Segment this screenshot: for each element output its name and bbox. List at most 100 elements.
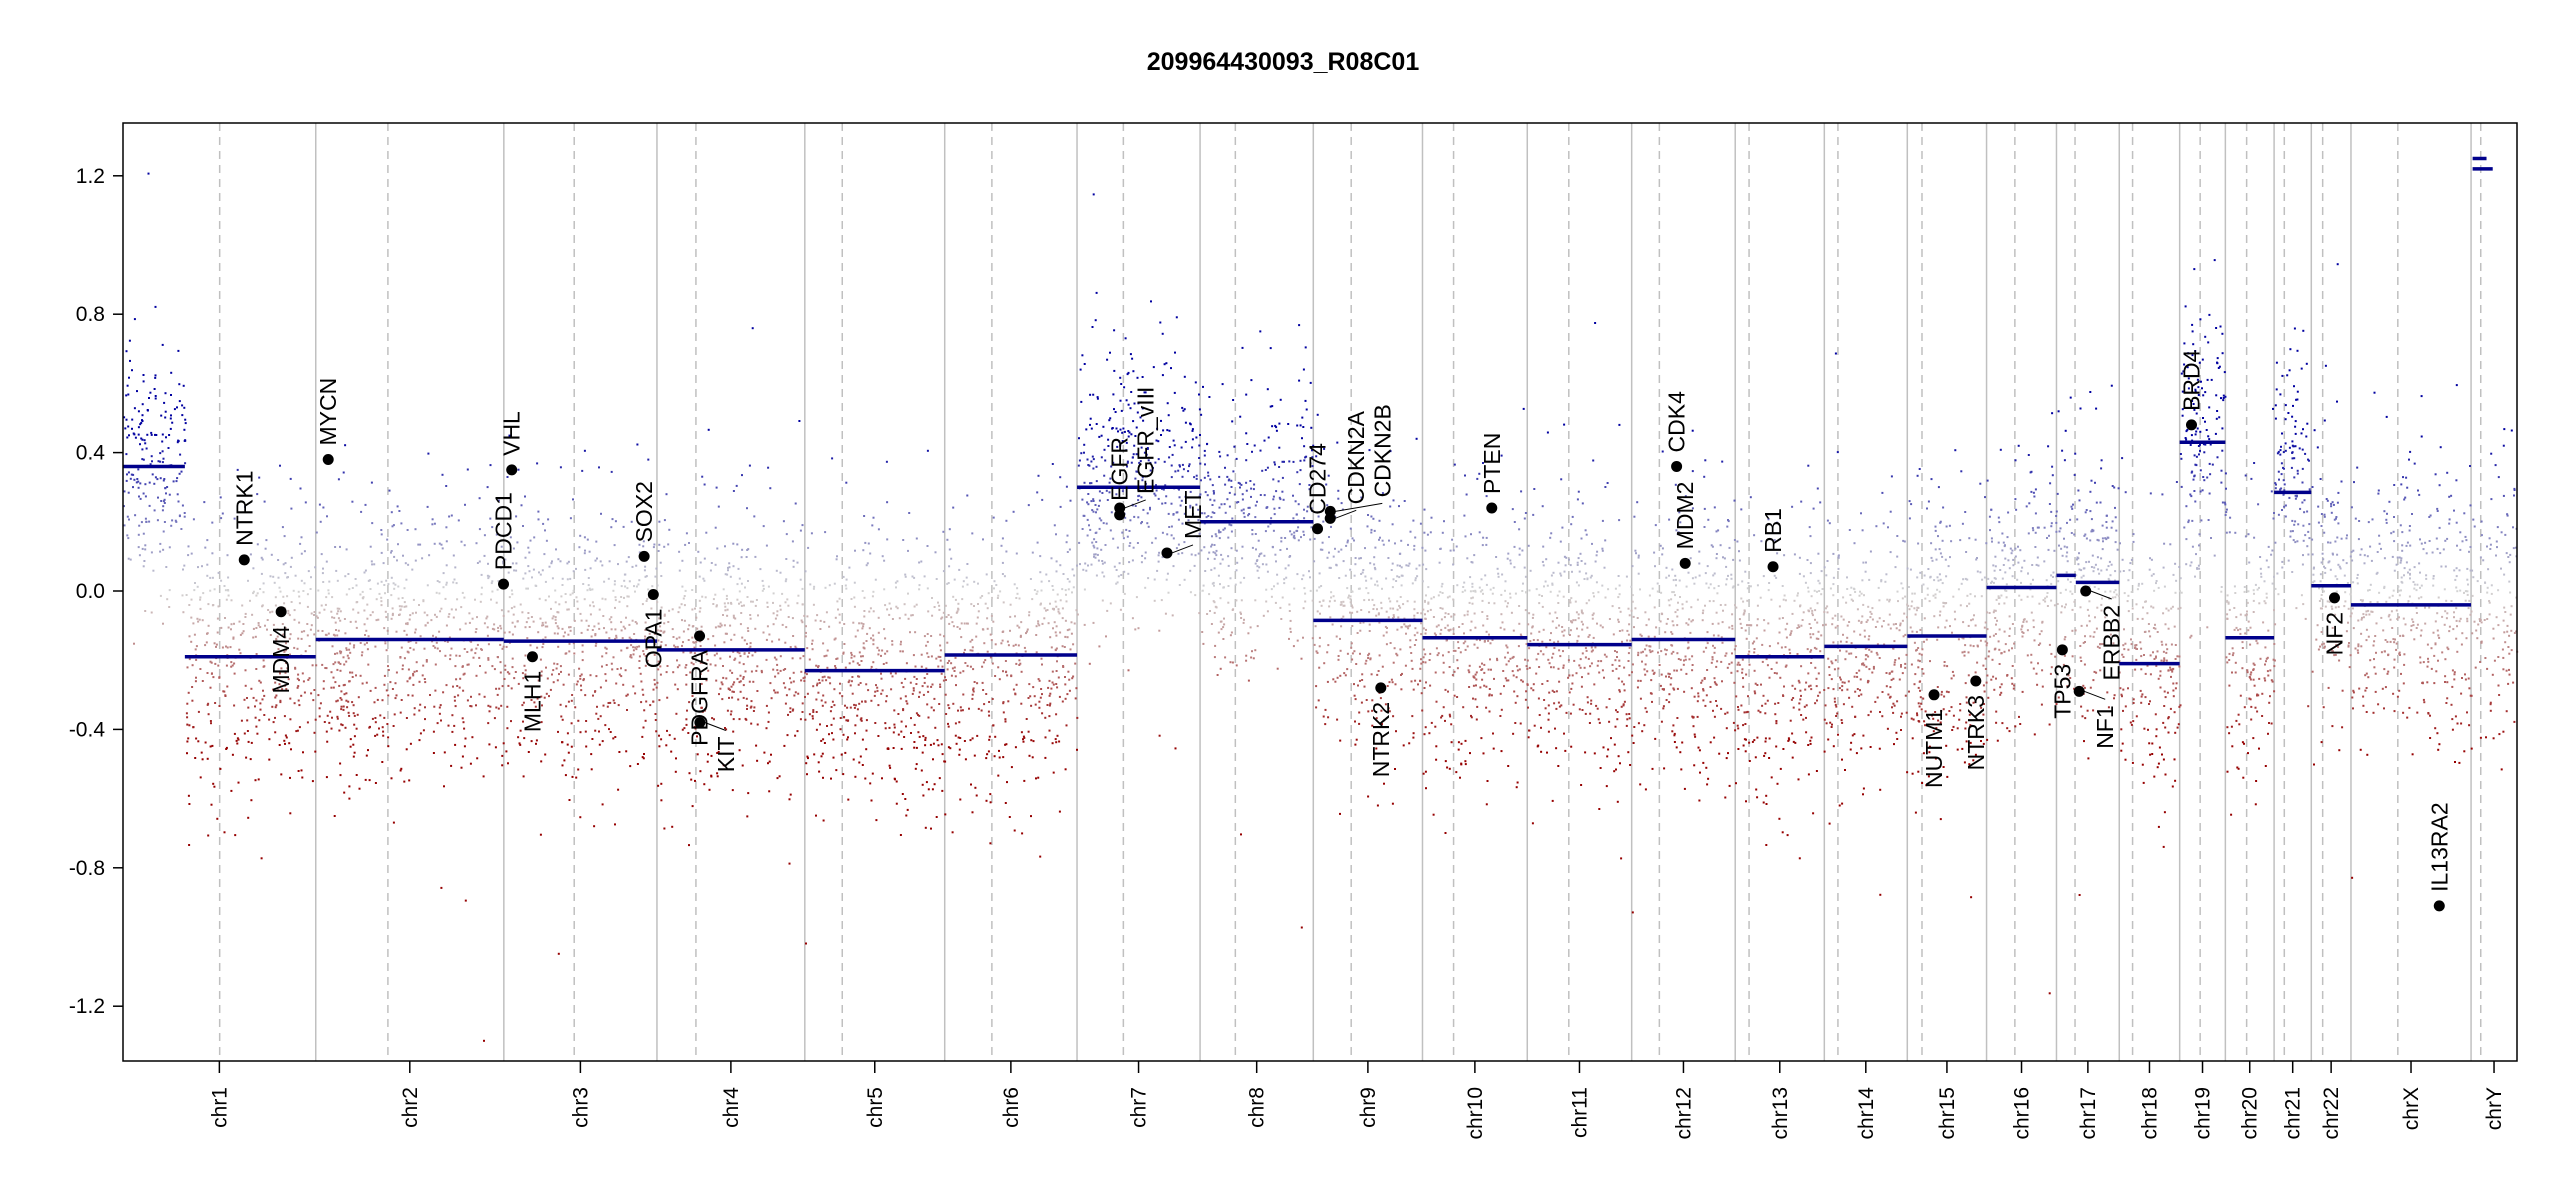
probe-point	[254, 716, 257, 719]
probe-point	[1057, 610, 1060, 613]
probe-point	[1532, 513, 1535, 516]
probe-point	[960, 622, 963, 625]
probe-point	[297, 673, 300, 676]
probe-point	[482, 775, 485, 778]
probe-point	[1380, 607, 1383, 610]
probe-point	[339, 650, 341, 653]
probe-point	[1177, 552, 1180, 555]
probe-point	[726, 709, 729, 712]
probe-point	[1552, 652, 1555, 655]
probe-point	[969, 739, 972, 742]
probe-point	[1133, 444, 1136, 447]
probe-point	[1201, 631, 1204, 633]
probe-point	[338, 661, 340, 664]
probe-point	[900, 730, 903, 733]
probe-point	[1446, 596, 1449, 599]
probe-point	[154, 397, 157, 400]
probe-point	[847, 798, 850, 801]
probe-point	[1442, 661, 1445, 664]
probe-point	[926, 587, 929, 590]
probe-point	[1415, 639, 1418, 641]
probe-point	[182, 568, 184, 571]
probe-point	[206, 539, 209, 542]
probe-point	[569, 626, 572, 629]
probe-point	[310, 624, 313, 627]
probe-point	[1368, 611, 1371, 614]
probe-point	[454, 665, 457, 668]
probe-point	[1230, 524, 1233, 527]
probe-point	[1379, 697, 1382, 700]
probe-point	[594, 690, 596, 693]
probe-point	[1303, 459, 1306, 462]
probe-point	[1308, 484, 1311, 486]
probe-point	[204, 644, 207, 647]
probe-point	[559, 466, 562, 469]
probe-point	[861, 738, 864, 741]
probe-point	[811, 642, 813, 645]
probe-point	[768, 633, 771, 636]
probe-point	[567, 633, 570, 636]
probe-point	[663, 614, 666, 617]
probe-point	[1080, 400, 1083, 403]
probe-point	[1003, 575, 1006, 578]
probe-point	[1531, 626, 1534, 629]
probe-point	[903, 603, 906, 606]
probe-point	[1506, 605, 1509, 608]
probe-point	[886, 650, 889, 653]
probe-point	[627, 595, 630, 598]
probe-point	[194, 648, 197, 651]
probe-point	[1247, 679, 1250, 682]
probe-point	[738, 577, 741, 580]
probe-point	[476, 616, 478, 619]
probe-point	[946, 662, 949, 664]
probe-point	[1521, 680, 1524, 683]
probe-point	[935, 816, 938, 818]
probe-point	[985, 757, 988, 760]
probe-point	[263, 500, 266, 503]
probe-point	[683, 604, 686, 607]
probe-point	[540, 670, 543, 673]
probe-point	[1158, 551, 1161, 554]
probe-point	[645, 575, 648, 578]
probe-point	[799, 718, 802, 721]
probe-point	[977, 582, 979, 585]
probe-point	[1303, 533, 1305, 536]
probe-point	[984, 659, 987, 662]
probe-point	[1090, 482, 1093, 485]
probe-point	[1092, 498, 1095, 501]
probe-point	[975, 622, 978, 625]
probe-point	[163, 478, 166, 480]
probe-point	[1288, 637, 1290, 640]
probe-point	[564, 631, 566, 634]
probe-point	[366, 617, 369, 620]
probe-point	[1064, 676, 1066, 678]
probe-point	[1245, 459, 1248, 462]
probe-point	[1149, 508, 1151, 511]
probe-point	[834, 637, 837, 640]
probe-point	[480, 573, 483, 576]
probe-point	[1301, 578, 1304, 581]
probe-point	[1215, 549, 1218, 552]
probe-point	[882, 663, 885, 665]
probe-point	[1189, 504, 1192, 507]
probe-point	[1126, 465, 1128, 468]
probe-point	[874, 690, 877, 693]
probe-point	[891, 643, 894, 646]
probe-point	[196, 585, 199, 588]
probe-point	[317, 694, 320, 697]
probe-point	[1008, 816, 1011, 818]
probe-point	[541, 646, 544, 649]
probe-point	[558, 603, 561, 606]
probe-point	[786, 598, 789, 601]
probe-point	[948, 659, 951, 662]
probe-point	[862, 623, 865, 626]
probe-point	[746, 642, 748, 645]
probe-point	[217, 571, 220, 574]
probe-point	[1318, 666, 1321, 669]
probe-point	[1435, 625, 1438, 628]
probe-point	[723, 624, 726, 627]
probe-point	[1580, 784, 1583, 786]
probe-point	[1466, 613, 1469, 616]
probe-point	[1373, 529, 1376, 532]
probe-point	[530, 740, 533, 743]
